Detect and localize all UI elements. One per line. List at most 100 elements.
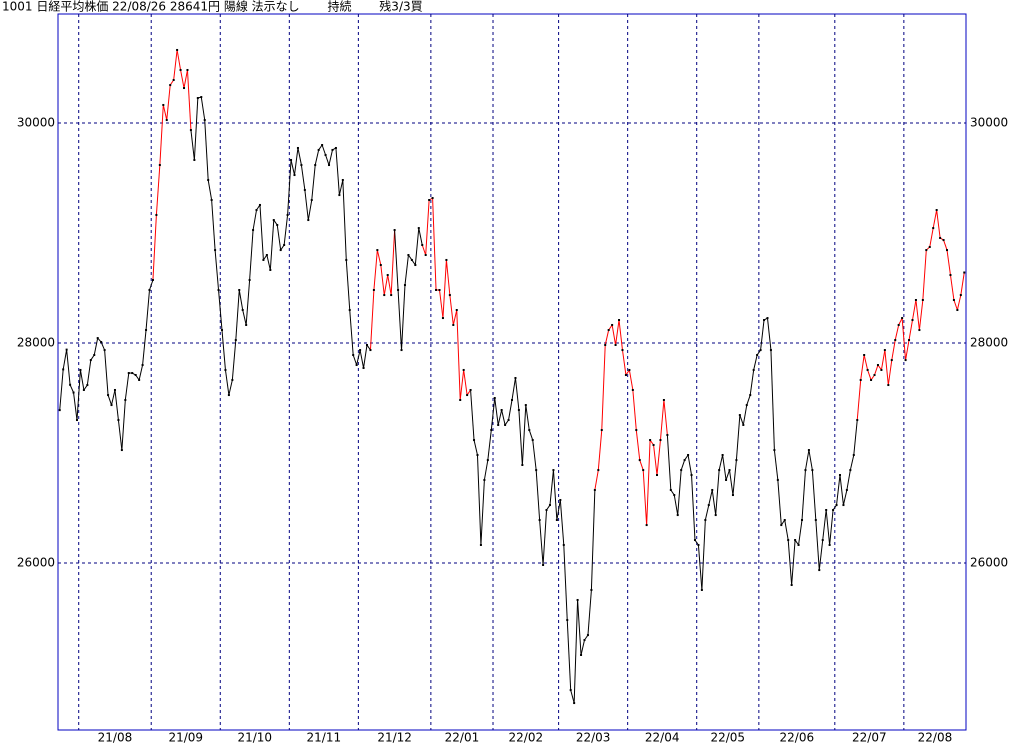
line-segment xyxy=(69,384,74,393)
data-point xyxy=(296,146,299,149)
line-segment xyxy=(159,104,164,166)
data-point xyxy=(638,459,641,462)
line-segment xyxy=(777,479,782,526)
line-segment xyxy=(259,204,264,260)
data-point xyxy=(576,598,579,601)
line-segment xyxy=(363,344,368,369)
line-segment xyxy=(842,489,848,506)
data-point xyxy=(403,284,406,287)
data-point xyxy=(700,588,703,591)
line-segment xyxy=(221,329,226,371)
data-point xyxy=(759,349,762,352)
data-point xyxy=(894,339,897,342)
line-segment xyxy=(483,459,489,481)
data-point xyxy=(341,178,344,181)
data-point xyxy=(555,519,558,522)
data-point xyxy=(521,464,524,467)
line-segment xyxy=(218,289,223,331)
data-point xyxy=(756,354,759,357)
line-segment xyxy=(439,289,444,319)
data-point xyxy=(217,288,220,291)
data-point xyxy=(196,97,199,100)
line-segment xyxy=(124,372,130,401)
line-segment xyxy=(621,349,627,376)
line-segment xyxy=(811,470,817,521)
data-point xyxy=(293,174,296,177)
data-point xyxy=(711,488,714,491)
data-point xyxy=(745,404,748,407)
line-segment xyxy=(704,504,710,521)
line-segment xyxy=(359,349,365,369)
data-point xyxy=(183,87,186,90)
line-segment xyxy=(818,539,824,571)
line-segment xyxy=(760,319,765,351)
line-segment xyxy=(846,469,851,491)
data-point xyxy=(490,429,493,432)
data-point xyxy=(818,569,821,572)
data-point xyxy=(959,294,962,297)
data-point xyxy=(189,129,192,132)
data-point xyxy=(580,653,583,656)
line-segment xyxy=(708,489,713,506)
line-segment xyxy=(166,85,171,121)
line-segment xyxy=(542,509,548,566)
data-point xyxy=(645,524,648,527)
data-point xyxy=(707,504,710,507)
data-point xyxy=(545,508,548,511)
data-point xyxy=(656,474,659,477)
line-segment xyxy=(932,209,938,229)
plot-frame xyxy=(57,13,967,731)
data-point xyxy=(807,449,810,452)
data-point xyxy=(873,374,876,377)
line-segment xyxy=(746,394,751,406)
line-segment xyxy=(905,339,910,361)
line-segment xyxy=(473,439,478,456)
line-segment xyxy=(425,199,430,256)
line-segment xyxy=(590,489,596,590)
data-point xyxy=(952,299,955,302)
data-point xyxy=(124,398,127,401)
data-point xyxy=(417,227,420,230)
line-segment xyxy=(729,469,734,496)
line-segment xyxy=(732,460,737,496)
data-point xyxy=(462,368,465,371)
data-point xyxy=(303,189,306,192)
data-point xyxy=(131,372,134,375)
line-segment xyxy=(915,299,920,331)
data-point xyxy=(949,274,952,277)
data-point xyxy=(942,239,945,242)
data-point xyxy=(117,419,120,422)
line-segment xyxy=(276,224,282,251)
data-point xyxy=(901,317,904,320)
data-point xyxy=(82,388,85,391)
data-point xyxy=(120,449,123,452)
data-point xyxy=(814,519,817,522)
line-segment xyxy=(459,369,465,401)
line-segment xyxy=(266,254,271,271)
line-segment xyxy=(387,274,392,296)
data-point xyxy=(248,278,251,281)
data-point xyxy=(731,494,734,497)
data-point xyxy=(483,478,486,481)
data-point xyxy=(856,419,859,422)
line-segment xyxy=(901,318,907,361)
line-segment xyxy=(186,69,192,131)
line-segment xyxy=(739,414,744,426)
data-point xyxy=(763,319,766,322)
line-segment xyxy=(570,689,575,704)
line-segment xyxy=(863,354,869,371)
line-segment xyxy=(642,470,648,526)
data-point xyxy=(524,404,527,407)
line-segment xyxy=(628,369,634,391)
data-point xyxy=(328,164,331,167)
line-segment xyxy=(342,179,347,260)
data-point xyxy=(797,543,800,546)
line-segment xyxy=(269,219,275,271)
data-point xyxy=(946,249,949,252)
data-point xyxy=(231,378,234,381)
line-segment xyxy=(518,409,523,466)
data-point xyxy=(963,271,966,274)
line-segment xyxy=(76,369,81,421)
data-point xyxy=(652,443,655,446)
data-point xyxy=(666,433,669,436)
